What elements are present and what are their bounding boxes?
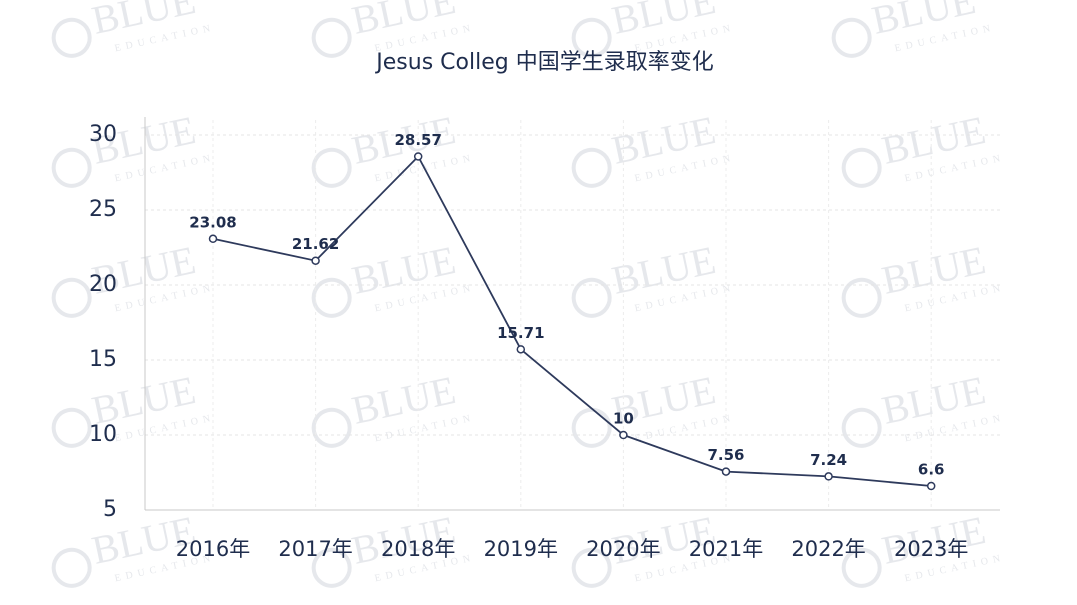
x-tick-label: 2017年	[278, 537, 352, 561]
point	[619, 430, 628, 440]
watermark-badge	[51, 407, 92, 448]
y-tick-label: 30	[89, 122, 117, 147]
watermark-badge	[571, 407, 612, 448]
watermark-badge	[841, 147, 882, 188]
watermark-badge	[51, 547, 92, 588]
y-tick-label: 5	[103, 497, 117, 522]
watermark-badge	[831, 17, 872, 58]
data-label: 28.57	[394, 131, 441, 149]
x-tick-label: 2021年	[689, 537, 763, 561]
watermark-badge	[841, 277, 882, 318]
watermark-badge	[311, 147, 352, 188]
watermark-badge	[571, 547, 612, 588]
point	[208, 234, 218, 244]
watermark-badge	[51, 147, 92, 188]
point	[721, 467, 731, 476]
watermark-badge	[841, 547, 882, 588]
data-label: 15.71	[497, 324, 544, 342]
watermark-badge	[311, 17, 352, 58]
watermark-badge	[571, 147, 612, 188]
point	[311, 256, 320, 265]
point	[516, 345, 526, 354]
data-label: 10	[613, 410, 634, 428]
y-tick-label: 15	[89, 347, 117, 372]
y-tick-label: 25	[89, 197, 117, 222]
data-label: 21.62	[292, 235, 339, 253]
x-tick-label: 2018年	[381, 537, 455, 561]
watermark-badge	[51, 17, 92, 58]
data-label: 7.24	[810, 451, 847, 469]
watermark-badge	[311, 407, 352, 448]
chart-title: Jesus Colleg 中国学生录取率变化	[374, 50, 713, 75]
watermark-badge	[841, 407, 882, 448]
data-label: 7.56	[707, 446, 744, 464]
point	[926, 481, 936, 491]
x-tick-label: 2020年	[586, 537, 660, 561]
y-tick-label: 10	[89, 422, 117, 447]
watermark-badge	[51, 277, 92, 318]
watermark-badge	[571, 277, 612, 318]
line	[212, 154, 932, 487]
watermark-badge	[571, 17, 612, 58]
x-tick-label: 2022年	[791, 537, 865, 561]
x-tick-label: 2016年	[176, 537, 250, 561]
data-label: 6.6	[918, 461, 945, 479]
data-label: 23.08	[189, 213, 236, 231]
x-tick-label: 2019年	[484, 537, 558, 561]
point	[824, 472, 833, 481]
y-tick-label: 20	[89, 272, 117, 297]
x-tick-label: 2023年	[894, 537, 968, 561]
point	[413, 152, 423, 161]
watermark-badge	[311, 277, 352, 318]
watermark-badge	[311, 547, 352, 588]
